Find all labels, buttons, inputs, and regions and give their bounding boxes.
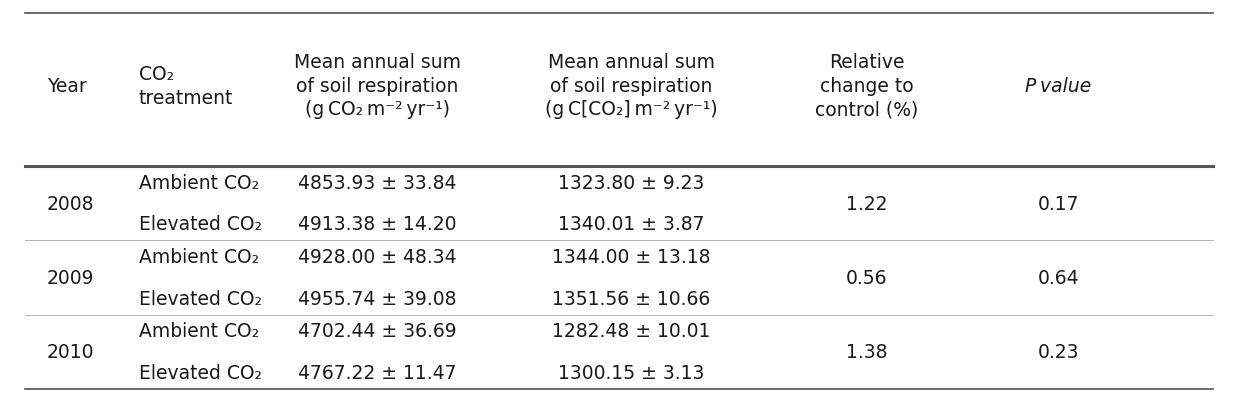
Text: 1344.00 ± 13.18: 1344.00 ± 13.18 — [552, 247, 711, 266]
Text: Ambient CO₂: Ambient CO₂ — [139, 173, 259, 192]
Text: 0.17: 0.17 — [1037, 194, 1080, 213]
Text: 1.38: 1.38 — [846, 342, 888, 361]
Text: 2009: 2009 — [47, 268, 94, 287]
Text: Mean annual sum
of soil respiration
(g CO₂ m⁻² yr⁻¹): Mean annual sum of soil respiration (g C… — [295, 53, 461, 119]
Text: 4928.00 ± 48.34: 4928.00 ± 48.34 — [298, 247, 457, 266]
Text: 2008: 2008 — [47, 194, 94, 213]
Text: Ambient CO₂: Ambient CO₂ — [139, 247, 259, 266]
Text: 4955.74 ± 39.08: 4955.74 ± 39.08 — [298, 289, 457, 308]
Text: 0.23: 0.23 — [1037, 342, 1080, 361]
Text: Elevated CO₂: Elevated CO₂ — [139, 363, 261, 382]
Text: P value: P value — [1025, 77, 1092, 96]
Text: 4767.22 ± 11.47: 4767.22 ± 11.47 — [298, 363, 457, 382]
Text: Elevated CO₂: Elevated CO₂ — [139, 215, 261, 234]
Text: CO₂
treatment: CO₂ treatment — [139, 65, 233, 107]
Text: Ambient CO₂: Ambient CO₂ — [139, 322, 259, 340]
Text: 4702.44 ± 36.69: 4702.44 ± 36.69 — [298, 322, 457, 340]
Text: 1.22: 1.22 — [846, 194, 888, 213]
Text: 1300.15 ± 3.13: 1300.15 ± 3.13 — [558, 363, 704, 382]
Text: Year: Year — [47, 77, 87, 96]
Text: 1323.80 ± 9.23: 1323.80 ± 9.23 — [558, 173, 704, 192]
Text: 1282.48 ± 10.01: 1282.48 ± 10.01 — [552, 322, 711, 340]
Text: Mean annual sum
of soil respiration
(g C[CO₂] m⁻² yr⁻¹): Mean annual sum of soil respiration (g C… — [545, 53, 718, 119]
Text: 1340.01 ± 3.87: 1340.01 ± 3.87 — [558, 215, 704, 234]
Text: 1351.56 ± 10.66: 1351.56 ± 10.66 — [552, 289, 711, 308]
Text: 4913.38 ± 14.20: 4913.38 ± 14.20 — [298, 215, 457, 234]
Text: Relative
change to
control (%): Relative change to control (%) — [815, 53, 919, 119]
Text: Elevated CO₂: Elevated CO₂ — [139, 289, 261, 308]
Text: 2010: 2010 — [47, 342, 94, 361]
Text: 0.64: 0.64 — [1037, 268, 1080, 287]
Text: 4853.93 ± 33.84: 4853.93 ± 33.84 — [298, 173, 457, 192]
Text: 0.56: 0.56 — [846, 268, 888, 287]
